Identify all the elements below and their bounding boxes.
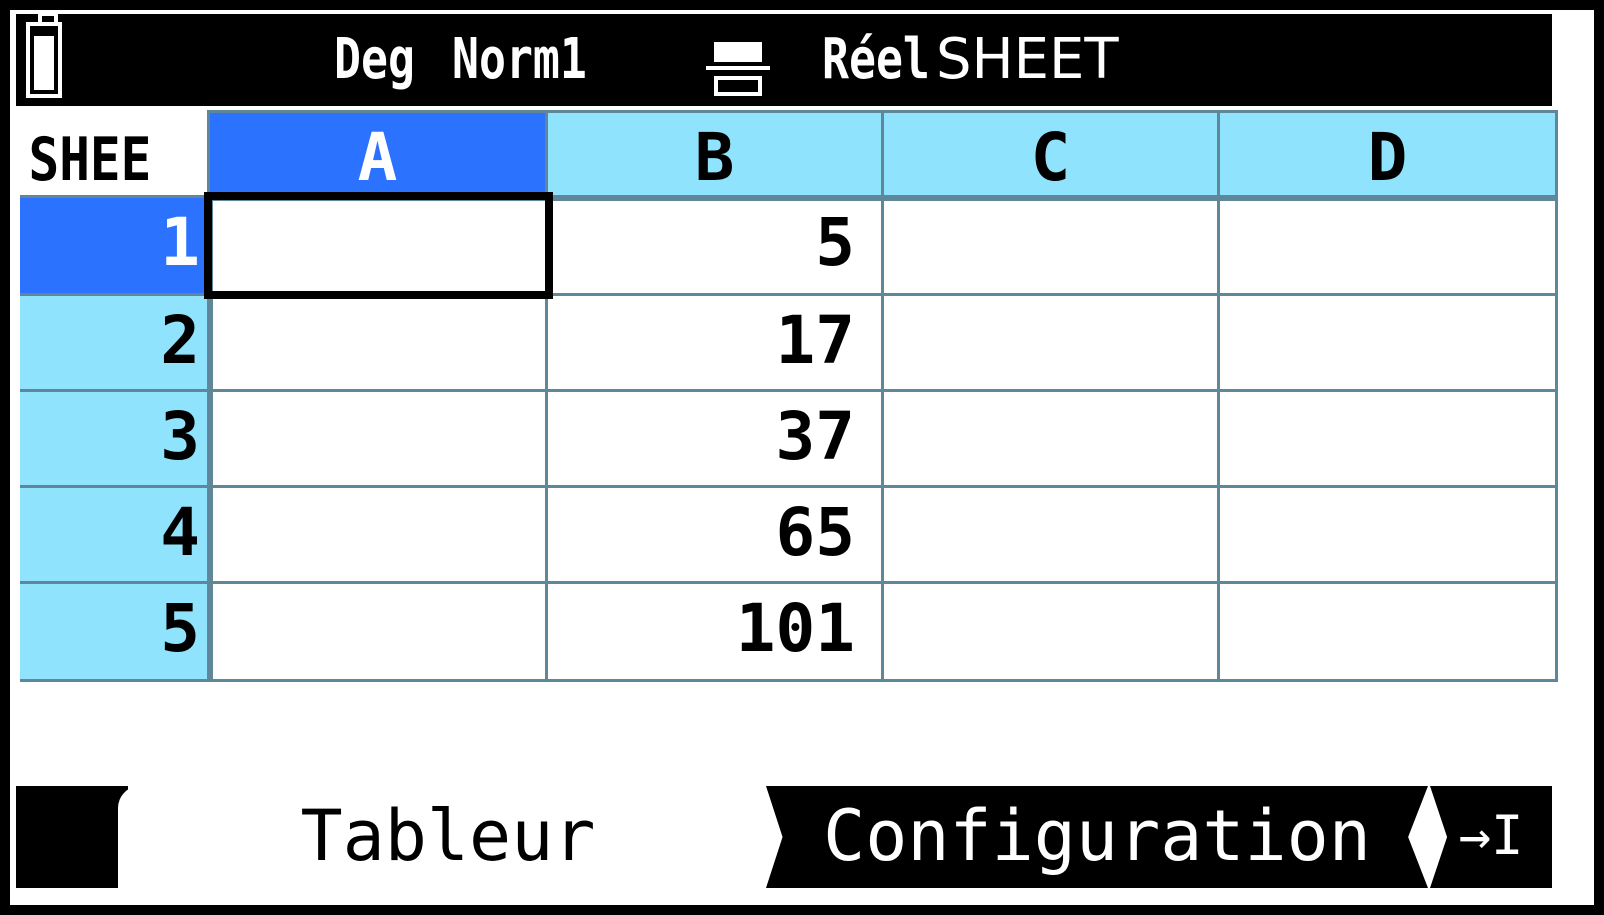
cell-d2[interactable] — [1217, 293, 1558, 392]
cell-c5[interactable] — [881, 581, 1220, 682]
cell-c4[interactable] — [881, 485, 1220, 584]
cell-a3[interactable] — [207, 389, 548, 488]
sheet-name-corner: SHEE — [28, 125, 152, 195]
row-header-5[interactable]: 5 — [20, 581, 213, 682]
cell-a4[interactable] — [207, 485, 548, 584]
cell-b1[interactable]: 5 — [545, 195, 884, 296]
tab-configuration[interactable]: Configuration — [766, 786, 1428, 888]
status-bar: Deg Norm1 Réel SHEET — [16, 12, 1552, 106]
display-mode: Norm1 — [452, 27, 587, 92]
jump-end-button[interactable]: →I — [1430, 786, 1552, 888]
cell-d1[interactable] — [1217, 195, 1558, 296]
row-header-4[interactable]: 4 — [20, 485, 213, 584]
column-header-d[interactable]: D — [1217, 110, 1558, 201]
angle-mode: Deg — [334, 27, 415, 92]
cell-c3[interactable] — [881, 389, 1220, 488]
calculator-screen: Deg Norm1 Réel SHEET SHEE A B C D 1 5 2 17 3 37 4 6… — [10, 10, 1594, 905]
function-bar-left-edge — [16, 786, 140, 888]
cell-b2[interactable]: 17 — [545, 293, 884, 392]
number-mode: Réel — [822, 27, 930, 92]
row-header-1[interactable]: 1 — [20, 195, 213, 296]
cell-d4[interactable] — [1217, 485, 1558, 584]
tab-tableur[interactable]: Tableur — [128, 786, 768, 888]
cell-b4[interactable]: 65 — [545, 485, 884, 584]
cell-d3[interactable] — [1217, 389, 1558, 488]
column-header-c[interactable]: C — [881, 110, 1220, 201]
cell-b5[interactable]: 101 — [545, 581, 884, 682]
cell-c2[interactable] — [881, 293, 1220, 392]
app-name: SHEET — [936, 27, 1119, 92]
column-header-b[interactable]: B — [545, 110, 884, 201]
cell-c1[interactable] — [881, 195, 1220, 296]
cell-a5[interactable] — [207, 581, 548, 682]
row-header-2[interactable]: 2 — [20, 293, 213, 392]
column-header-a[interactable]: A — [207, 110, 548, 201]
battery-icon — [26, 12, 62, 98]
fraction-input-icon — [706, 42, 776, 98]
cell-d5[interactable] — [1217, 581, 1558, 682]
row-header-3[interactable]: 3 — [20, 389, 213, 488]
cell-a2[interactable] — [207, 293, 548, 392]
cell-b3[interactable]: 37 — [545, 389, 884, 488]
function-bar: Tableur Configuration →I — [16, 786, 1552, 888]
cell-a1[interactable] — [204, 192, 553, 299]
